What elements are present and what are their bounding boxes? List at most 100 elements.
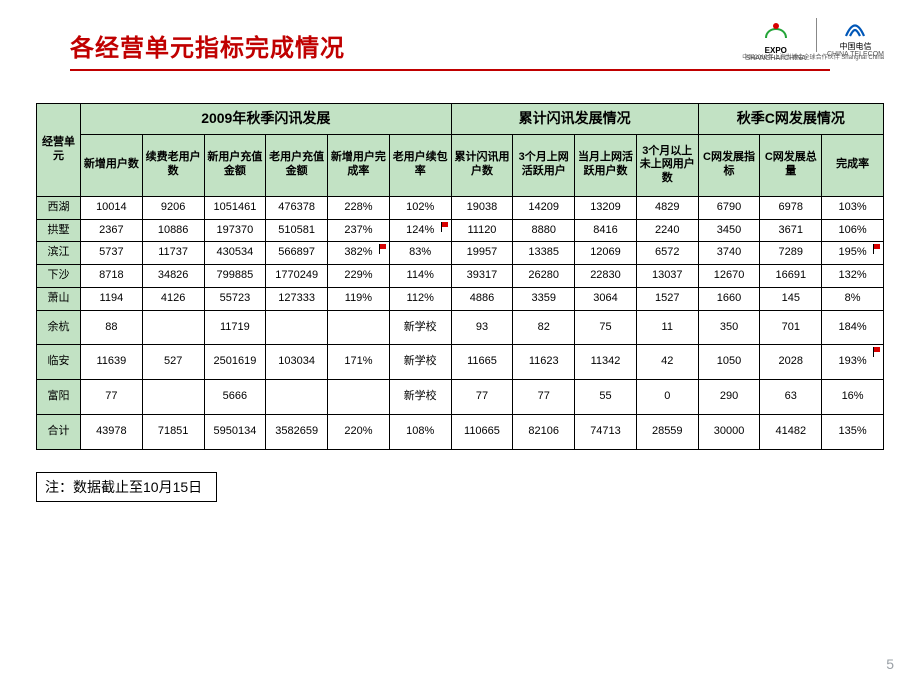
table-row: 萧山1194412655723127333119%112%48863359306… <box>37 287 884 310</box>
header-row-sections: 经营单元 2009年秋季闪讯发展 累计闪讯发展情况 秋季C网发展情况 <box>37 104 884 135</box>
data-cell: 71851 <box>142 414 204 449</box>
data-cell: 103% <box>822 196 884 219</box>
data-cell: 6790 <box>698 196 760 219</box>
data-cell: 3582659 <box>266 414 328 449</box>
data-cell: 11639 <box>80 345 142 380</box>
data-cell: 1527 <box>636 287 698 310</box>
data-cell: 799885 <box>204 265 266 288</box>
data-cell: 237% <box>328 219 390 242</box>
table-head: 经营单元 2009年秋季闪讯发展 累计闪讯发展情况 秋季C网发展情况 新增用户数… <box>37 104 884 197</box>
flag-icon <box>379 244 387 254</box>
unit-cell: 临安 <box>37 345 81 380</box>
unit-cell: 富阳 <box>37 380 81 415</box>
data-cell: 114% <box>389 265 451 288</box>
flag-icon <box>441 222 449 232</box>
data-cell: 16691 <box>760 265 822 288</box>
data-cell: 16% <box>822 380 884 415</box>
data-cell: 55723 <box>204 287 266 310</box>
data-cell: 3450 <box>698 219 760 242</box>
logo-divider <box>816 18 817 52</box>
data-cell: 22830 <box>575 265 637 288</box>
table-row: 余杭8811719新学校93827511350701184% <box>37 310 884 345</box>
data-cell: 102% <box>389 196 451 219</box>
data-cell: 30000 <box>698 414 760 449</box>
data-cell: 171% <box>328 345 390 380</box>
table-row: 拱墅236710886197370510581237%124%111208880… <box>37 219 884 242</box>
column-header: 新用户充值金额 <box>204 134 266 196</box>
data-cell: 11665 <box>451 345 513 380</box>
unit-cell: 西湖 <box>37 196 81 219</box>
data-cell: 88 <box>80 310 142 345</box>
data-cell: 11719 <box>204 310 266 345</box>
data-cell: 14209 <box>513 196 575 219</box>
data-cell: 701 <box>760 310 822 345</box>
data-cell: 19038 <box>451 196 513 219</box>
data-cell: 8880 <box>513 219 575 242</box>
unit-cell: 萧山 <box>37 287 81 310</box>
data-cell: 28559 <box>636 414 698 449</box>
data-cell: 82106 <box>513 414 575 449</box>
table-row: 滨江573711737430534566897382%83%1995713385… <box>37 242 884 265</box>
table-row: 富阳775666新学校77775502906316% <box>37 380 884 415</box>
data-cell: 1770249 <box>266 265 328 288</box>
data-cell: 103034 <box>266 345 328 380</box>
data-cell: 5737 <box>80 242 142 265</box>
data-cell: 430534 <box>204 242 266 265</box>
data-cell: 3671 <box>760 219 822 242</box>
page-number: 5 <box>886 656 894 672</box>
data-cell: 6978 <box>760 196 822 219</box>
column-header: 累计闪讯用户数 <box>451 134 513 196</box>
table-row: 西湖1001492061051461476378228%102%19038142… <box>37 196 884 219</box>
data-cell: 2240 <box>636 219 698 242</box>
column-header: 3个月以上未上网用户数 <box>636 134 698 196</box>
section-header-1: 累计闪讯发展情况 <box>451 104 698 135</box>
data-cell: 566897 <box>266 242 328 265</box>
data-cell: 新学校 <box>389 310 451 345</box>
data-cell: 119% <box>328 287 390 310</box>
column-header: 续费老用户数 <box>142 134 204 196</box>
data-cell: 110665 <box>451 414 513 449</box>
data-cell: 124% <box>389 219 451 242</box>
data-cell: 112% <box>389 287 451 310</box>
data-cell: 228% <box>328 196 390 219</box>
flag-icon <box>873 244 881 254</box>
header: 各经营单元指标完成情况 EXPO SHANGHAI CHINA 中国电信 CHI… <box>0 0 920 79</box>
data-cell: 新学校 <box>389 380 451 415</box>
telecom-label: 中国电信 <box>827 43 884 52</box>
data-cell: 13037 <box>636 265 698 288</box>
section-header-0: 2009年秋季闪讯发展 <box>80 104 451 135</box>
data-cell: 476378 <box>266 196 328 219</box>
data-cell: 6572 <box>636 242 698 265</box>
data-cell: 0 <box>636 380 698 415</box>
data-cell <box>266 310 328 345</box>
data-cell <box>142 310 204 345</box>
data-cell: 197370 <box>204 219 266 242</box>
column-header: C网发展指标 <box>698 134 760 196</box>
data-cell: 新学校 <box>389 345 451 380</box>
data-cell: 26280 <box>513 265 575 288</box>
data-cell: 83% <box>389 242 451 265</box>
column-header: 新增用户数 <box>80 134 142 196</box>
data-cell: 193% <box>822 345 884 380</box>
data-cell: 93 <box>451 310 513 345</box>
table-row: 合计439787185159501343582659220%108%110665… <box>37 414 884 449</box>
table-row: 下沙8718348267998851770249229%114%39317262… <box>37 265 884 288</box>
column-header: 老用户续包率 <box>389 134 451 196</box>
data-cell: 10014 <box>80 196 142 219</box>
data-cell: 13209 <box>575 196 637 219</box>
data-cell: 5666 <box>204 380 266 415</box>
data-cell: 82 <box>513 310 575 345</box>
unit-header: 经营单元 <box>37 104 81 197</box>
data-cell: 382% <box>328 242 390 265</box>
data-cell: 12670 <box>698 265 760 288</box>
data-cell: 77 <box>80 380 142 415</box>
data-cell: 2028 <box>760 345 822 380</box>
column-header: C网发展总量 <box>760 134 822 196</box>
data-cell: 55 <box>575 380 637 415</box>
data-cell: 132% <box>822 265 884 288</box>
data-cell: 75 <box>575 310 637 345</box>
column-header: 老用户充值金额 <box>266 134 328 196</box>
data-cell: 127333 <box>266 287 328 310</box>
data-cell: 77 <box>451 380 513 415</box>
header-row-sub: 新增用户数续费老用户数新用户充值金额老用户充值金额新增用户完成率老用户续包率累计… <box>37 134 884 196</box>
